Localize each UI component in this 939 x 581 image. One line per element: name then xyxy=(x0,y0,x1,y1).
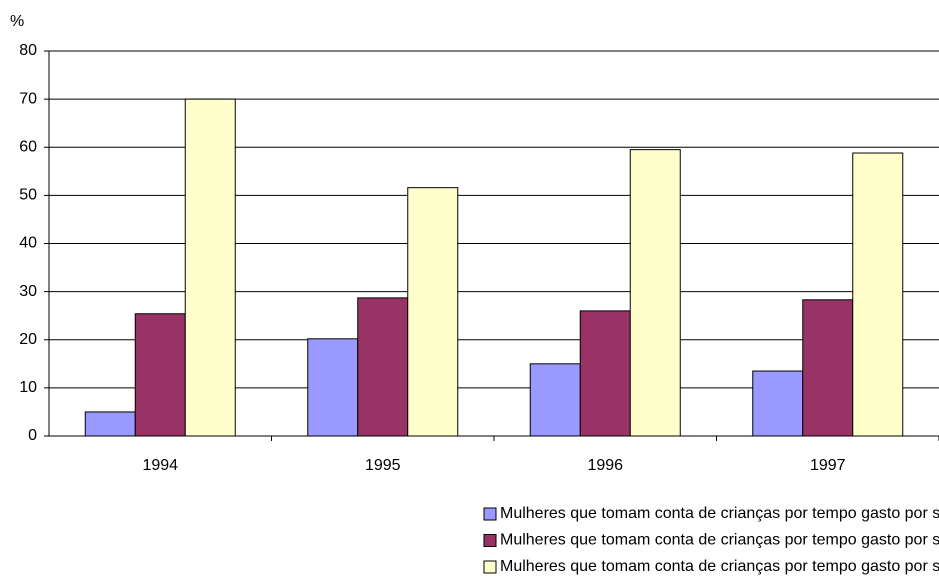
bar xyxy=(802,299,854,437)
legend-swatch xyxy=(483,534,497,547)
bar xyxy=(184,98,236,437)
y-axis-label: % xyxy=(10,13,24,30)
x-tick-label: 1994 xyxy=(142,457,178,474)
y-tick-label: 10 xyxy=(19,379,37,396)
x-tick-label: 1997 xyxy=(810,457,846,474)
y-tick-label: 80 xyxy=(19,42,37,59)
legend-swatch xyxy=(483,560,497,574)
y-tick-label: 0 xyxy=(28,427,37,444)
x-tick-label: 1996 xyxy=(587,457,623,474)
y-tick-label: 20 xyxy=(19,331,37,348)
bar xyxy=(579,310,631,437)
bar xyxy=(307,338,359,437)
x-tick-label: 1995 xyxy=(365,457,401,474)
bar xyxy=(357,297,409,437)
bar xyxy=(852,152,904,437)
legend-label: Mulheres que tomam conta de crianças por… xyxy=(500,532,939,549)
legend-label: Mulheres que tomam conta de crianças por… xyxy=(500,505,939,522)
legend-swatch xyxy=(483,507,497,521)
bar xyxy=(529,363,581,437)
legend-label: Mulheres que tomam conta de crianças por… xyxy=(500,558,939,575)
y-tick-label: 60 xyxy=(19,138,37,155)
bar xyxy=(407,187,459,437)
bar xyxy=(134,313,186,437)
bar xyxy=(629,149,681,437)
bar xyxy=(752,370,804,437)
bar xyxy=(84,411,136,437)
y-tick-label: 70 xyxy=(19,90,37,107)
y-tick-label: 40 xyxy=(19,235,37,252)
y-tick-label: 30 xyxy=(19,283,37,300)
y-tick-label: 50 xyxy=(19,187,37,204)
